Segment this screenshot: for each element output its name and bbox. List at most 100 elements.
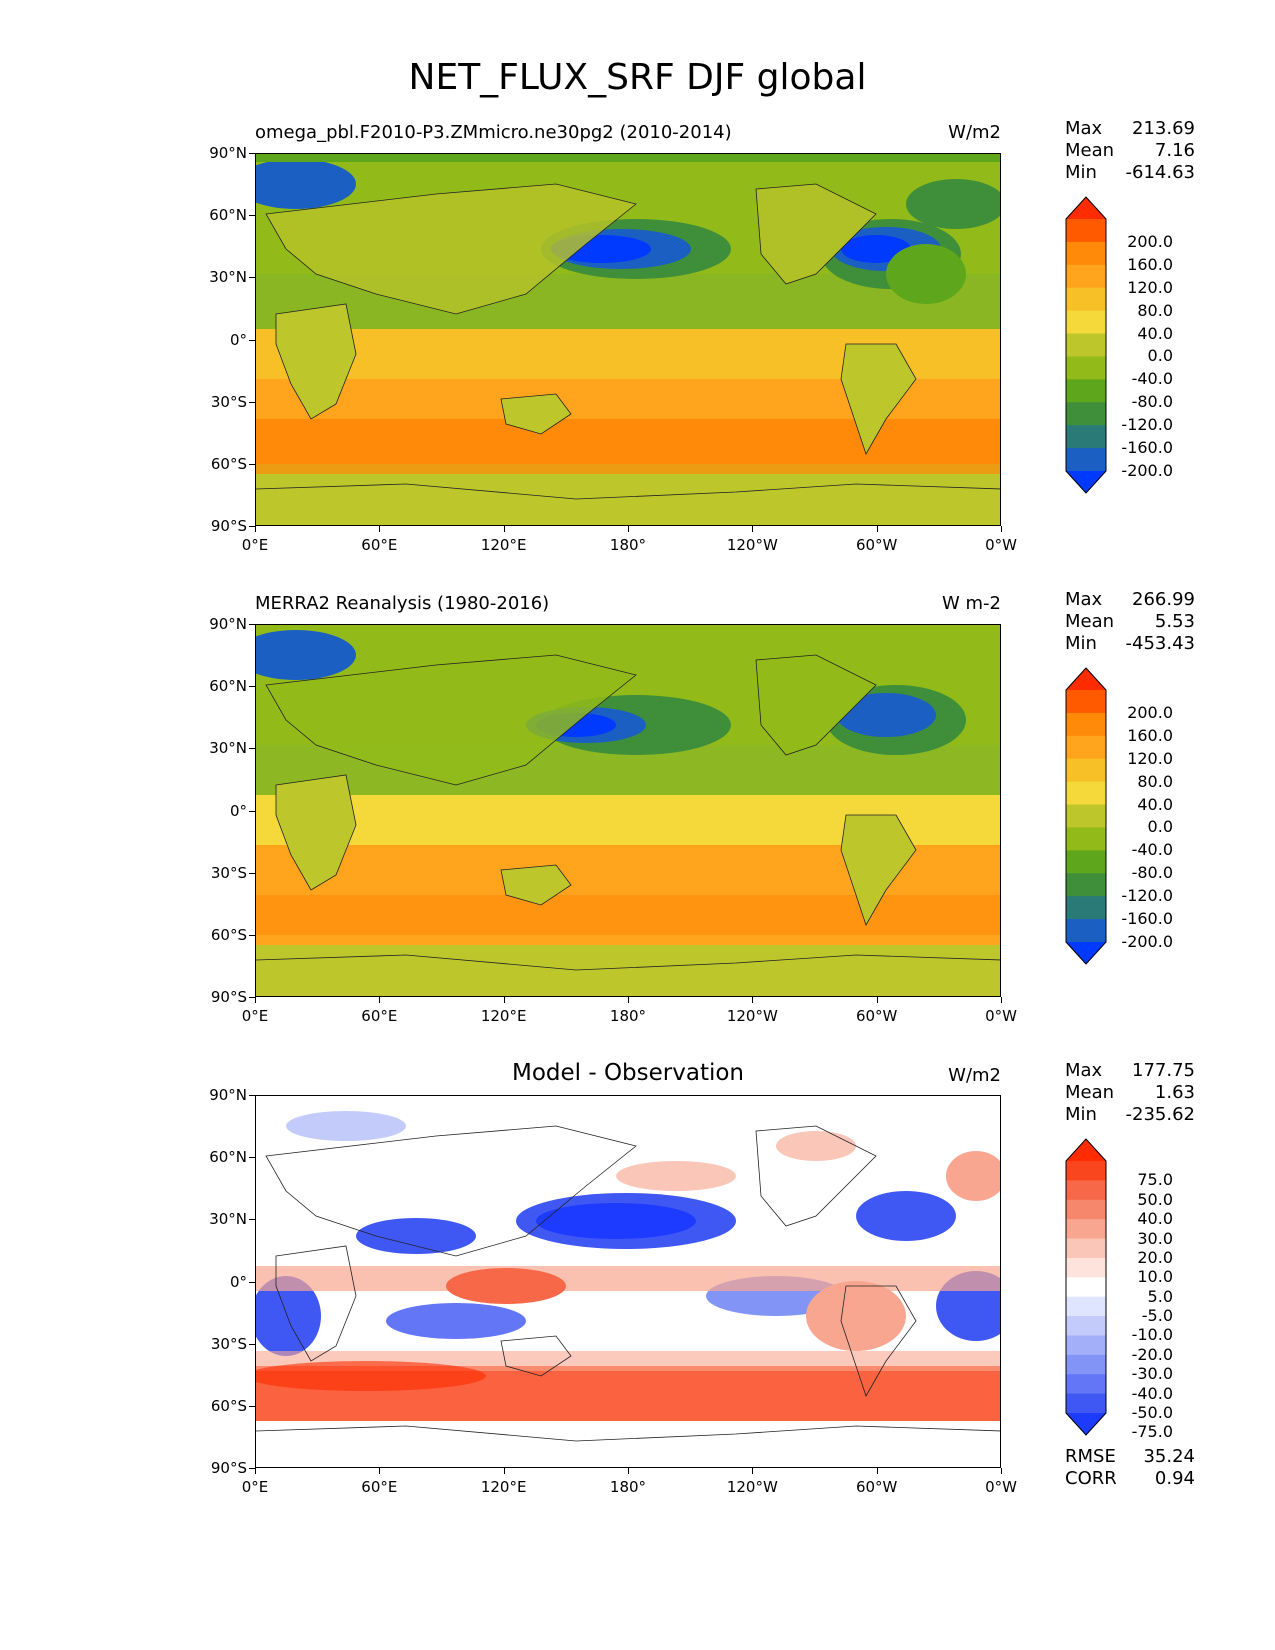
- lon-tick-label: 180°: [609, 1478, 647, 1496]
- lon-tick-label: 120°W: [726, 1007, 778, 1025]
- lon-tick-label: 0°E: [241, 536, 269, 554]
- stats-block: Max 266.99 Mean 5.53 Min -453.43: [1065, 589, 1195, 655]
- colorbar-label: -200.0: [1121, 461, 1173, 480]
- lat-tick-label: 90°S: [210, 988, 247, 1006]
- lon-tick-label: 0°E: [241, 1007, 269, 1025]
- colorbar-segment: [1066, 1354, 1106, 1375]
- lat-tick-mark: [249, 624, 255, 625]
- colorbar-segment: [1066, 1296, 1106, 1317]
- stat-label: Min: [1065, 1104, 1097, 1125]
- stat-row: Mean 1.63: [1065, 1082, 1195, 1104]
- colorbar-segment: [1066, 448, 1106, 472]
- lat-tick-label: 30°S: [210, 1334, 247, 1353]
- lon-tick-label: 60°E: [361, 1478, 398, 1496]
- lon-tick-label: 60°E: [361, 1007, 398, 1025]
- lon-tick-mark: [503, 1468, 505, 1474]
- lat-tick-mark: [249, 686, 255, 688]
- panel2-map: [255, 624, 1001, 997]
- colorbar-label: 40.0: [1137, 1209, 1173, 1229]
- colorbar-label: 0.0: [1147, 346, 1173, 366]
- lon-tick-mark: [752, 997, 754, 1003]
- stat-row: Min -453.43: [1065, 633, 1195, 655]
- lon-tick-label: 0°W: [985, 1007, 1017, 1025]
- lat-tick-label: 60°S: [210, 925, 247, 944]
- colorbar-label: 160.0: [1127, 725, 1173, 745]
- colorbar-segment: [1066, 1238, 1106, 1259]
- stat-value: 213.69: [1132, 118, 1195, 139]
- stats-block: Max 213.69 Mean 7.16 Min -614.63: [1065, 118, 1195, 184]
- lon-tick-mark: [255, 1468, 256, 1474]
- lat-tick-label: 0°: [229, 801, 247, 820]
- colorbar-label: 80.0: [1137, 771, 1173, 791]
- stat-value: -235.62: [1125, 1104, 1195, 1125]
- stat-row: RMSE 35.24: [1065, 1446, 1195, 1468]
- stat-value: -453.43: [1125, 633, 1195, 654]
- colorbar-extend-top: [1066, 1139, 1106, 1161]
- lon-tick-mark: [503, 526, 505, 532]
- colorbar-label: 10.0: [1137, 1267, 1173, 1287]
- colorbar-segment: [1066, 827, 1106, 851]
- colorbar-segment: [1066, 758, 1106, 783]
- colorbar-segment: [1066, 1219, 1106, 1240]
- lon-tick-mark: [876, 997, 878, 1003]
- lat-tick-mark: [249, 1281, 255, 1283]
- lon-tick-mark: [379, 526, 381, 532]
- lon-tick-mark: [628, 526, 629, 532]
- colorbar-extend-bottom: [1066, 1413, 1106, 1435]
- colorbar-label: 0.0: [1147, 817, 1173, 837]
- colorbar-outline: [1065, 667, 1107, 965]
- colorbar-segment: [1066, 241, 1106, 266]
- stat-value: -614.63: [1125, 162, 1195, 183]
- lon-tick-label: 120°W: [726, 536, 778, 554]
- stat-row: CORR 0.94: [1065, 1468, 1195, 1490]
- colorbar-segment: [1066, 804, 1106, 828]
- lon-tick-mark: [379, 997, 381, 1003]
- colorbar-label: -80.0: [1131, 863, 1173, 883]
- colorbar-segment: [1066, 873, 1106, 897]
- lon-tick-mark: [1001, 997, 1002, 1003]
- colorbar-segment: [1066, 333, 1106, 357]
- lat-tick-mark: [249, 1157, 255, 1159]
- colorbar-segment: [1066, 1316, 1106, 1336]
- colorbar-segment: [1066, 425, 1106, 449]
- lon-tick-mark: [379, 1468, 381, 1474]
- stat-label: Max: [1065, 589, 1103, 610]
- colorbar-label: 40.0: [1137, 323, 1173, 343]
- colorbar-segment: [1066, 1393, 1106, 1414]
- stat-value: 35.24: [1143, 1446, 1195, 1467]
- stat-label: Max: [1065, 1060, 1103, 1081]
- stat-label: Max: [1065, 118, 1103, 139]
- colorbar-label: -10.0: [1131, 1325, 1173, 1345]
- colorbar-label: -30.0: [1131, 1364, 1173, 1384]
- lat-tick-label: 30°N: [209, 268, 247, 287]
- colorbar-label: 30.0: [1137, 1228, 1173, 1248]
- colorbar-segment: [1066, 1277, 1106, 1298]
- colorbar-segment: [1066, 379, 1106, 403]
- colorbar-label: -40.0: [1131, 840, 1173, 860]
- colorbar-label: -160.0: [1121, 909, 1173, 929]
- colorbar-label: -80.0: [1131, 392, 1173, 412]
- stat-row: Mean 5.53: [1065, 611, 1195, 633]
- colorbar-segment: [1066, 1161, 1106, 1181]
- lon-tick-mark: [255, 526, 256, 532]
- colorbar-segment: [1066, 1180, 1106, 1201]
- lat-tick-mark: [249, 526, 255, 527]
- colorbar-segment: [1066, 1199, 1106, 1220]
- colorbar-segment: [1066, 712, 1106, 737]
- lon-tick-mark: [876, 1468, 878, 1474]
- colorbar-label: -200.0: [1121, 932, 1173, 951]
- colorbar-segment: [1066, 1257, 1106, 1278]
- lon-tick-label: 60°E: [361, 536, 398, 554]
- colorbar-outline: [1065, 1138, 1107, 1436]
- lon-tick-mark: [503, 997, 505, 1003]
- lat-tick-label: 30°S: [210, 863, 247, 882]
- colorbar-label: -160.0: [1121, 438, 1173, 458]
- colorbar: [1065, 1138, 1107, 1436]
- colorbar-label: 200.0: [1127, 702, 1173, 722]
- colorbar: [1065, 667, 1107, 965]
- colorbar-segment: [1066, 919, 1106, 943]
- lat-tick-label: 60°S: [210, 1396, 247, 1415]
- lat-tick-mark: [249, 997, 255, 998]
- lat-tick-label: 30°N: [209, 1210, 247, 1229]
- stat-row: Min -614.63: [1065, 162, 1195, 184]
